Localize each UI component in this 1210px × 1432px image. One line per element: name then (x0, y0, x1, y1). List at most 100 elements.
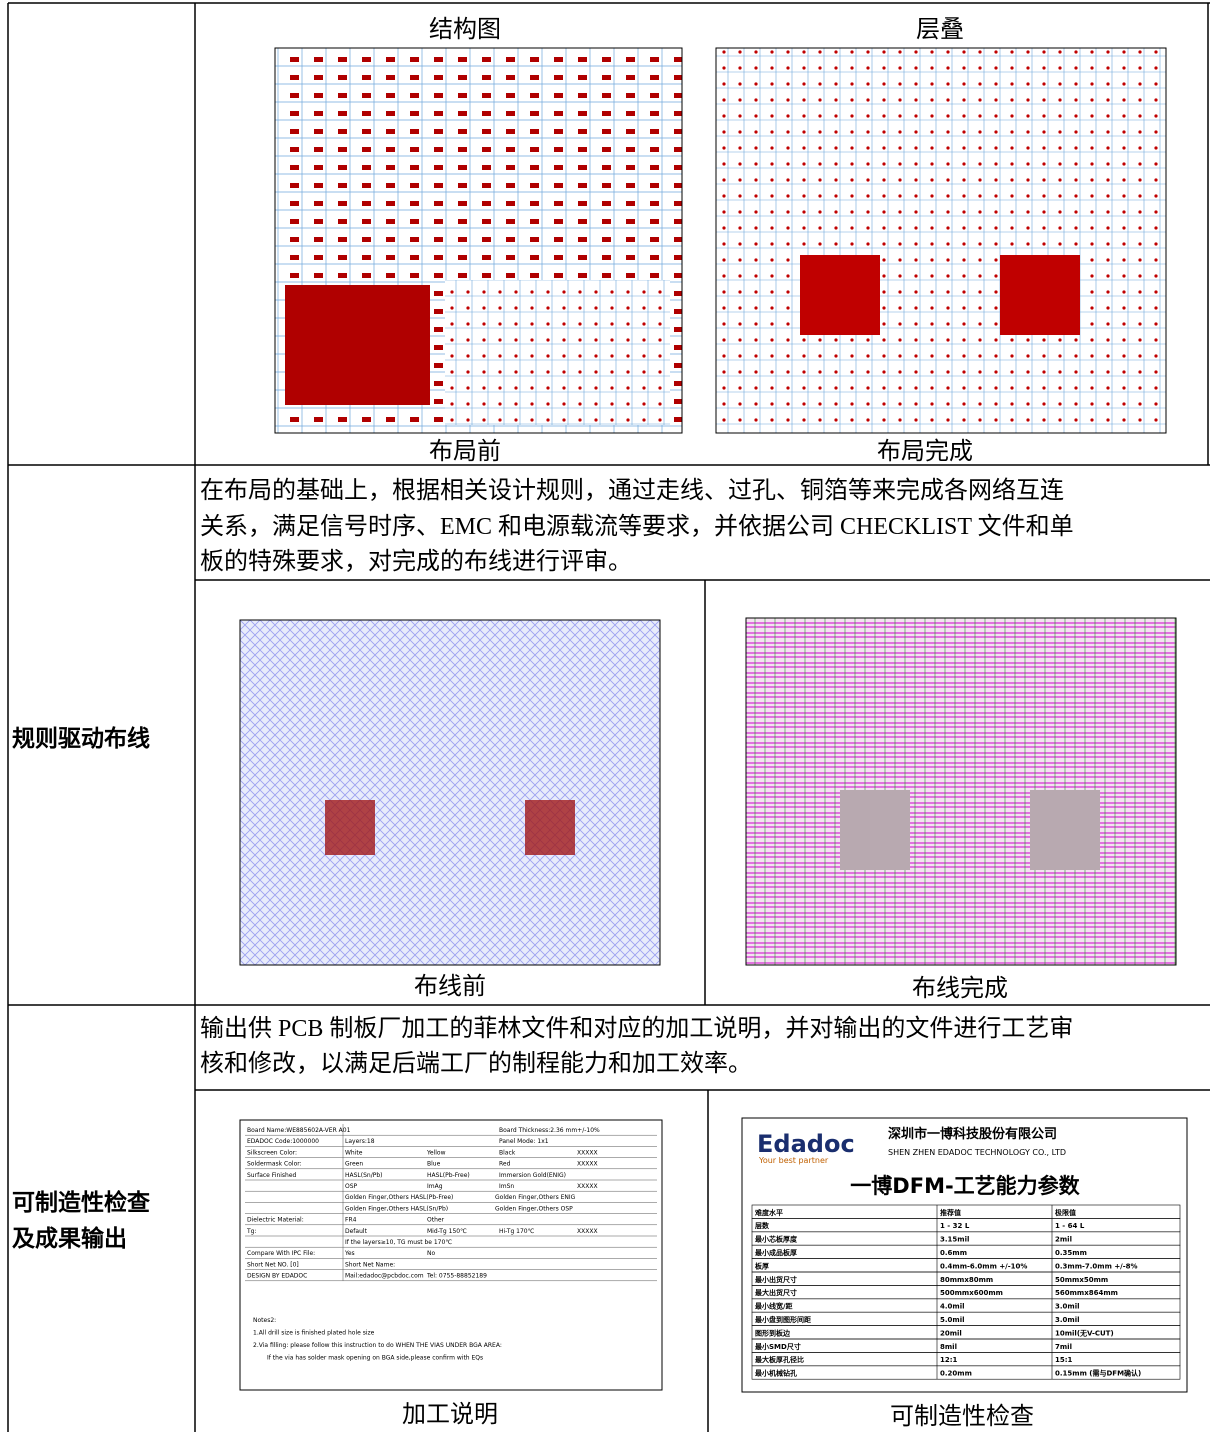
sheet-label: Soldermask Color: (247, 1161, 302, 1168)
dfm-cell: 最小线宽/距 (755, 1302, 793, 1311)
dfm-cell: 推荐值 (940, 1208, 961, 1217)
sheet-cell: If the layers≥10, TG must be 170℃ (345, 1239, 452, 1246)
dfm-cell: 7mil (1055, 1343, 1072, 1351)
sheet-cell: ImAg (427, 1183, 443, 1190)
sheet-note: If the via has solder mask opening on BG… (267, 1355, 483, 1362)
sheet-label: Short Net NO. [0] (247, 1261, 299, 1268)
dfm-cell: 15:1 (1055, 1356, 1073, 1364)
paragraph-line: 输出供 PCB 制板厂加工的菲林文件和对应的加工说明，并对输出的文件进行工艺审 (200, 1016, 1074, 1042)
row-label: 及成果输出 (12, 1226, 127, 1252)
sheet-cell: HASL(Pb-Free) (427, 1172, 470, 1179)
dfm-cell: 50mmx50mm (1055, 1276, 1108, 1284)
sheet-cell: Yes (344, 1250, 355, 1257)
sheet-cell: XXXXX (577, 1149, 598, 1156)
slogan: Your best partner (758, 1156, 829, 1165)
dfm-cell: 层数 (754, 1221, 770, 1230)
sheet-cell: No (427, 1250, 435, 1257)
paragraph-line: 核和修改，以满足后端工厂的制程能力和加工效率。 (200, 1051, 752, 1077)
sheet-cell: FR4 (345, 1217, 357, 1224)
image-frame (239, 1119, 663, 1391)
caption: 布局完成 (877, 439, 973, 465)
dfm-cell: 图形到板边 (755, 1328, 791, 1337)
dfm-cell: 12:1 (940, 1356, 958, 1364)
company-en: SHEN ZHEN EDADOC TECHNOLOGY CO., LTD (888, 1148, 1066, 1157)
sheet-cell: Golden Finger,Others HASL(Sn/Pb) (345, 1205, 448, 1212)
sheet-label: Dielectric Material: (247, 1217, 304, 1224)
dfm-cell: 最小芯板厚度 (755, 1235, 798, 1244)
sheet-cell: Mid-Tg 150℃ (427, 1228, 467, 1235)
sheet-cell: Tel: 0755-88852189 (426, 1273, 487, 1280)
pcb-image (715, 47, 1167, 434)
sheet-label: Compare With IPC File: (247, 1250, 315, 1257)
caption: 层叠 (916, 17, 964, 43)
sheet-cell: Yellow (426, 1149, 446, 1156)
sheet-note: 2.Via filling: please follow this instru… (253, 1342, 502, 1349)
sheet-cell: Red (499, 1161, 511, 1168)
dfm-cell: 最小机械钻孔 (755, 1369, 797, 1378)
dfm-cell: 板厚 (755, 1261, 769, 1270)
dfm-cell: 8mil (940, 1343, 957, 1351)
sheet-cell: Mail:edadoc@pcbdoc.com (345, 1273, 424, 1280)
dfm-cell: 10mil(无V-CUT) (1055, 1329, 1114, 1337)
dfm-cell: 最大板厚孔径比 (755, 1355, 804, 1364)
dfm-cell: 4.0mil (940, 1303, 965, 1311)
dfm-cell: 最小成品板厚 (755, 1248, 797, 1257)
sheet-cell: Golden Finger,Others OSP (495, 1205, 573, 1212)
caption: 布线完成 (912, 976, 1008, 1002)
sheet-cell: Panel Mode: 1x1 (499, 1138, 549, 1145)
sheet-label: Tg: (246, 1228, 257, 1235)
dfm-cell: 1 - 64 L (1055, 1222, 1085, 1230)
sheet-label: Surface Finished (247, 1172, 297, 1179)
dfm-cell: 难度水平 (754, 1208, 783, 1217)
sheet-cell: Hi-Tg 170℃ (499, 1228, 535, 1235)
dfm-cell: 3.0mil (1055, 1303, 1080, 1311)
process-sheet: Board Name:WE885602A-VER A01 Board Thickn… (245, 1124, 657, 1362)
dfm-cell: 最小盘到图形间距 (755, 1315, 811, 1324)
sheet-cell: Golden Finger,Others HASL(Pb-Free) (345, 1194, 453, 1201)
caption: 结构图 (429, 17, 501, 43)
caption: 布局前 (429, 439, 501, 465)
dfm-cell: 0.35mm (1055, 1249, 1087, 1257)
dfm-cell: 最大出货尺寸 (755, 1288, 797, 1297)
sheet-cell: OSP (345, 1183, 358, 1190)
dfm-row (751, 1365, 1181, 1380)
dfm-cell: 80mmx80mm (940, 1276, 993, 1284)
sheet-cell: White (345, 1149, 363, 1156)
pcb-image (239, 619, 661, 966)
paragraph-line: 关系，满足信号时序、EMC 和电源载流等要求，并依据公司 CHECKLIST 文… (200, 514, 1074, 540)
sheet-cell: XXXXX (577, 1183, 598, 1190)
dfm-cell: 3.15mil (940, 1236, 969, 1244)
sheet-cell: Layers:18 (345, 1138, 375, 1145)
dfm-cell: 0.15mm (需与DFM确认) (1055, 1369, 1141, 1378)
paragraph-line: 在布局的基础上，根据相关设计规则，通过走线、过孔、铜箔等来完成各网络互连 (200, 478, 1064, 504)
dfm-cell: 最小出货尺寸 (755, 1275, 797, 1284)
caption: 可制造性检查 (890, 1404, 1034, 1430)
pcb-image (274, 47, 683, 434)
borders (7, 2, 1210, 1432)
dfm-title: 一博DFM-工艺能力参数 (850, 1174, 1080, 1198)
sheet-cell: Golden Finger,Others ENIG (495, 1194, 576, 1201)
dfm-cell: 1 - 32 L (940, 1222, 970, 1230)
dfm-cell: 0.6mm (940, 1249, 967, 1257)
dfm-cell: 0.3mm-7.0mm +/-8% (1055, 1262, 1138, 1270)
sheet-cell: Board Thickness:2.36 mm+/-10% (499, 1127, 600, 1134)
sheet-label: EDADOC Code:1000000 (247, 1138, 319, 1145)
dfm-cell: 3.0mil (1055, 1316, 1080, 1324)
sheet-note: 1.All drill size is finished plated hole… (253, 1330, 375, 1337)
sheet-label: DESIGN BY EDADOC (247, 1273, 307, 1280)
sheet-cell: XXXXX (577, 1161, 598, 1168)
dfm-cell: 560mmx864mm (1055, 1289, 1118, 1297)
row-label: 可制造性检查 (12, 1190, 150, 1216)
dfm-sheet: Edadoc Your best partner 深圳市一博科技股份有限公司 S… (751, 1126, 1181, 1380)
caption: 布线前 (414, 974, 486, 1000)
dfm-cell: 2mil (1055, 1236, 1072, 1244)
sheet-cell: Other (427, 1217, 445, 1224)
dfm-cell: 最小SMD尺寸 (755, 1342, 801, 1351)
image-frame (741, 1117, 1188, 1393)
sheet-cell: Black (499, 1149, 516, 1156)
sheet-label: Silkscreen Color: (247, 1149, 297, 1156)
sheet-cell: Immersion Gold(ENIG) (499, 1172, 566, 1179)
sheet-note: Notes2: (253, 1317, 276, 1324)
